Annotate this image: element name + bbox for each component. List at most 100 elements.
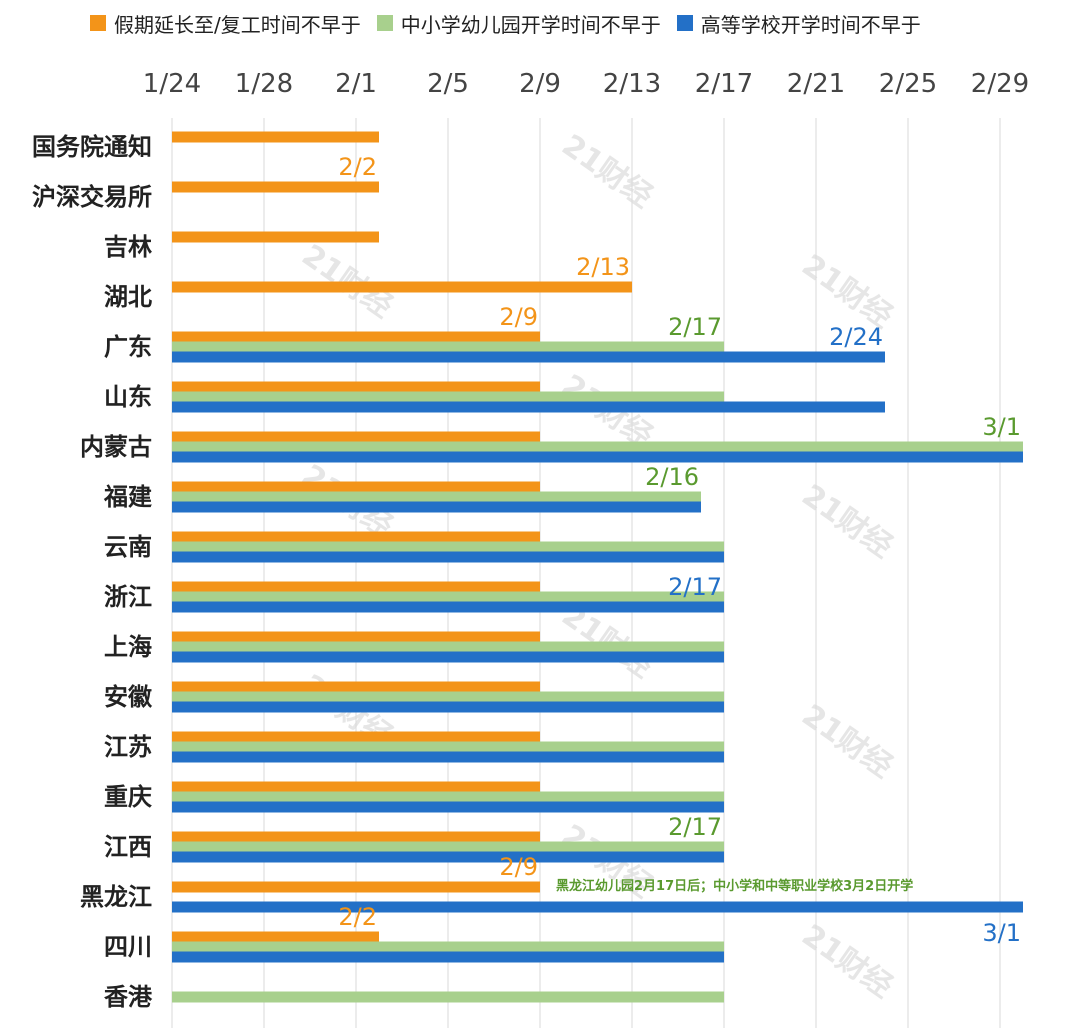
bar-holiday [172,781,540,793]
legend-label-college: 高等学校开学时间不早于 [700,12,921,37]
bar-holiday [172,481,540,493]
watermark-text: 21财经 [795,248,898,335]
bar-college [172,501,701,513]
bar-holiday [172,681,540,693]
bar-school [172,641,724,653]
bar-college [172,751,724,763]
watermark-text: 21财经 [295,238,398,325]
bar-college [172,951,724,963]
legend-item-college: 高等学校开学时间不早于 [676,9,921,38]
data-label: 3/1 [982,919,1021,947]
x-tick-label: 1/28 [235,69,293,99]
category-label: 江苏 [104,733,152,761]
x-tick-label: 2/21 [787,69,845,99]
watermark-text: 21财经 [795,918,898,1005]
x-tick-label: 1/24 [143,69,201,99]
category-label: 江西 [104,833,152,861]
bar-college [172,551,724,563]
bar-holiday [172,881,540,893]
category-label: 云南 [104,533,152,561]
bar-school [172,591,724,603]
data-label: 2/17 [668,313,722,341]
category-label: 香港 [104,983,153,1011]
data-label: 2/17 [668,573,722,601]
bar-holiday [172,931,379,943]
category-label: 福建 [103,483,152,511]
bar-holiday [172,231,379,243]
category-label: 沪深交易所 [32,183,152,211]
x-tick-label: 2/17 [695,69,753,99]
x-tick-label: 2/5 [427,69,469,99]
data-label: 2/9 [499,303,538,331]
category-label: 山东 [104,383,152,411]
bar-school [172,341,724,353]
watermark-text: 21财经 [795,698,898,785]
bar-college [172,851,724,863]
bar-school [172,491,701,503]
annotation-text: 黑龙江幼儿园2月17日后；中小学和中等职业学校3月2日开学 [556,878,913,894]
bar-holiday [172,631,540,643]
category-label: 重庆 [104,783,152,811]
chart-legend: 假期延长至/复工时间不早于 中小学幼儿园开学时间不早于 高等学校开学时间不早于 [90,8,937,38]
legend-swatch-holiday [90,15,106,31]
data-label: 3/1 [982,413,1021,441]
bar-holiday [172,431,540,443]
bar-school [172,791,724,803]
category-label: 广东 [104,333,152,361]
legend-item-school: 中小学幼儿园开学时间不早于 [376,9,661,38]
bar-school [172,841,724,853]
bar-college [172,901,1023,913]
category-label: 国务院通知 [32,133,152,161]
bar-school [172,391,724,403]
x-tick-label: 2/13 [603,69,661,99]
category-label: 吉林 [104,233,152,261]
data-label: 2/2 [338,903,377,931]
category-label: 安徽 [104,683,153,711]
data-label: 2/16 [645,463,699,491]
bar-school [172,441,1023,453]
legend-item-holiday: 假期延长至/复工时间不早于 [90,9,361,38]
bar-holiday [172,581,540,593]
bar-school [172,541,724,553]
bar-college [172,701,724,713]
bar-college [172,451,1023,463]
category-label: 上海 [104,633,152,661]
bar-school [172,691,724,703]
bar-holiday [172,381,540,393]
data-label: 2/17 [668,813,722,841]
bar-college [172,401,885,413]
x-tick-label: 2/1 [335,69,377,99]
x-tick-label: 2/9 [519,69,561,99]
data-label: 2/24 [829,323,883,351]
category-label: 四川 [104,933,152,961]
bar-holiday [172,831,540,843]
bar-holiday [172,181,379,193]
bar-college [172,351,885,363]
bar-school [172,741,724,753]
bar-holiday [172,281,632,293]
bar-college [172,651,724,663]
x-tick-label: 2/25 [879,69,937,99]
bar-holiday [172,331,540,343]
bar-college [172,601,724,613]
legend-label-school: 中小学幼儿园开学时间不早于 [400,12,661,37]
legend-swatch-college [676,15,693,31]
bar-holiday [172,131,379,143]
bar-college [172,801,724,813]
watermark-text: 21财经 [555,128,658,215]
data-label: 2/2 [338,153,377,181]
data-label: 2/13 [576,253,630,281]
bar-holiday [172,531,540,543]
category-label: 湖北 [104,283,152,311]
legend-label-holiday: 假期延长至/复工时间不早于 [114,12,361,37]
x-tick-label: 2/29 [971,69,1029,99]
watermark-text: 21财经 [795,478,898,565]
bar-school [172,991,724,1003]
category-label: 内蒙古 [80,433,152,461]
bar-holiday [172,731,540,743]
bar-school [172,941,724,953]
category-label: 浙江 [104,583,152,611]
category-label: 黑龙江 [80,883,152,911]
data-label: 2/9 [499,853,538,881]
